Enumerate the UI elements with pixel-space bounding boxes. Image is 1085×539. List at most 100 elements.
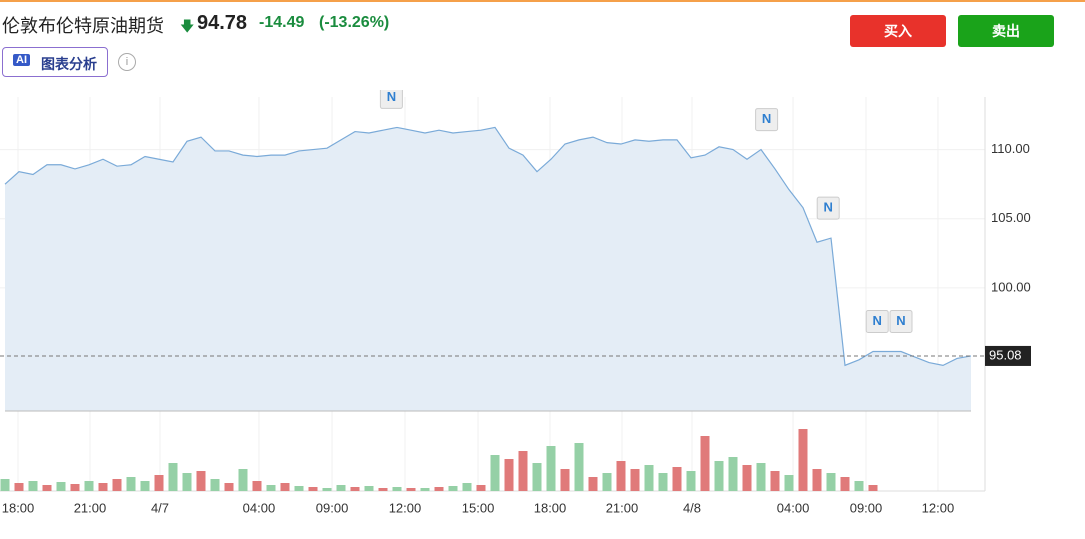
volume-bar xyxy=(476,485,486,491)
volume-bar xyxy=(728,457,738,491)
volume-bar xyxy=(56,482,66,491)
news-marker-label: N xyxy=(387,90,396,104)
top-border xyxy=(0,0,1085,2)
news-marker-label: N xyxy=(762,111,771,126)
volume-bar xyxy=(294,486,304,491)
volume-bar xyxy=(336,485,346,491)
x-tick-label: 04:00 xyxy=(243,500,276,515)
volume-bar xyxy=(756,463,766,491)
price-area xyxy=(5,127,971,412)
x-tick-label: 21:00 xyxy=(606,500,639,515)
x-tick-label: 12:00 xyxy=(922,500,955,515)
volume-bar xyxy=(840,477,850,491)
volume-bar xyxy=(588,477,598,491)
x-tick-label: 4/8 xyxy=(683,500,701,515)
price: 94.78 xyxy=(197,12,248,34)
news-marker xyxy=(816,196,840,220)
volume-bar xyxy=(392,487,402,491)
y-tick-label: 100.00 xyxy=(991,279,1031,294)
volume-bar xyxy=(168,463,178,491)
x-tick-label: 18:00 xyxy=(2,500,35,515)
volume-bar xyxy=(420,488,430,491)
volume-bar xyxy=(42,485,52,491)
volume-bar xyxy=(672,467,682,491)
volume-bar xyxy=(28,481,38,491)
volume-bar xyxy=(196,471,206,491)
volume-bar xyxy=(378,488,388,491)
info-icon[interactable]: i xyxy=(118,53,136,71)
news-marker xyxy=(889,310,913,334)
y-tick-label: 105.00 xyxy=(991,210,1031,225)
x-tick-label: 21:00 xyxy=(74,500,107,515)
volume-bar xyxy=(490,455,500,491)
volume-bar xyxy=(406,488,416,491)
volume-bar xyxy=(0,479,10,491)
volume-bar xyxy=(644,465,654,491)
y-tick-label: 110.00 xyxy=(991,141,1030,156)
volume-bar xyxy=(126,477,136,491)
news-marker xyxy=(865,310,889,334)
volume-bar xyxy=(812,469,822,491)
volume-bar xyxy=(434,487,444,491)
down-arrow: 🡇 xyxy=(180,18,195,34)
news-marker-label: N xyxy=(824,200,833,215)
change-pct: (-13.26%) xyxy=(319,14,390,31)
x-tick-label: 4/7 xyxy=(151,500,169,515)
volume-bar xyxy=(616,461,626,491)
volume-bar xyxy=(266,485,276,491)
x-tick-label: 04:00 xyxy=(777,500,810,515)
volume-bar xyxy=(280,483,290,491)
volume-bar xyxy=(322,488,332,491)
volume-bar xyxy=(140,481,150,491)
change: -14.49 xyxy=(259,14,305,31)
volume-bar xyxy=(784,475,794,491)
x-tick-label: 12:00 xyxy=(389,500,422,515)
news-marker xyxy=(755,108,779,132)
volume-bar xyxy=(518,451,528,491)
volume-bar xyxy=(154,475,164,491)
volume-bar xyxy=(700,436,710,491)
volume-bar xyxy=(742,465,752,491)
ai-badge: AI xyxy=(13,54,30,66)
news-marker-label: N xyxy=(896,313,905,328)
volume-bar xyxy=(560,469,570,491)
volume-bar xyxy=(630,469,640,491)
volume-bar xyxy=(798,429,808,491)
title: 伦敦布伦特原油期货 xyxy=(2,16,164,36)
volume-bar xyxy=(182,473,192,491)
last-price-label: 95.08 xyxy=(989,347,1022,362)
volume-bar xyxy=(686,471,696,491)
volume-bar xyxy=(602,473,612,491)
x-tick-label: 15:00 xyxy=(462,500,495,515)
volume-bar xyxy=(854,481,864,491)
volume-bar xyxy=(364,486,374,491)
volume-bar xyxy=(448,486,458,491)
price-line xyxy=(4,126,972,367)
x-tick-label: 09:00 xyxy=(850,500,883,515)
volume-bar xyxy=(238,469,248,491)
volume-bar xyxy=(658,473,668,491)
ai-label: 图表分析 xyxy=(41,56,97,72)
ai-button[interactable]: AI 图表分析 xyxy=(2,47,108,77)
volume-bar xyxy=(574,443,584,491)
x-tick-label: 09:00 xyxy=(316,500,349,515)
news-marker xyxy=(379,90,403,109)
buy-button[interactable]: 买入 xyxy=(850,15,946,47)
volume-bar xyxy=(714,461,724,491)
volume-bar xyxy=(252,481,262,491)
sell-button[interactable]: 卖出 xyxy=(958,15,1054,47)
volume-bar xyxy=(532,463,542,491)
volume-bar xyxy=(770,471,780,491)
volume-bar xyxy=(84,481,94,491)
volume-bar xyxy=(14,483,24,491)
volume-bar xyxy=(350,487,360,491)
volume-bar xyxy=(112,479,122,491)
last-price-box xyxy=(985,345,1031,366)
volume-bar xyxy=(98,483,108,491)
volume-bar xyxy=(210,479,220,491)
volume-bar xyxy=(70,484,80,491)
volume-bar xyxy=(546,446,556,491)
volume-bar xyxy=(308,487,318,491)
news-marker-label: N xyxy=(873,313,882,328)
